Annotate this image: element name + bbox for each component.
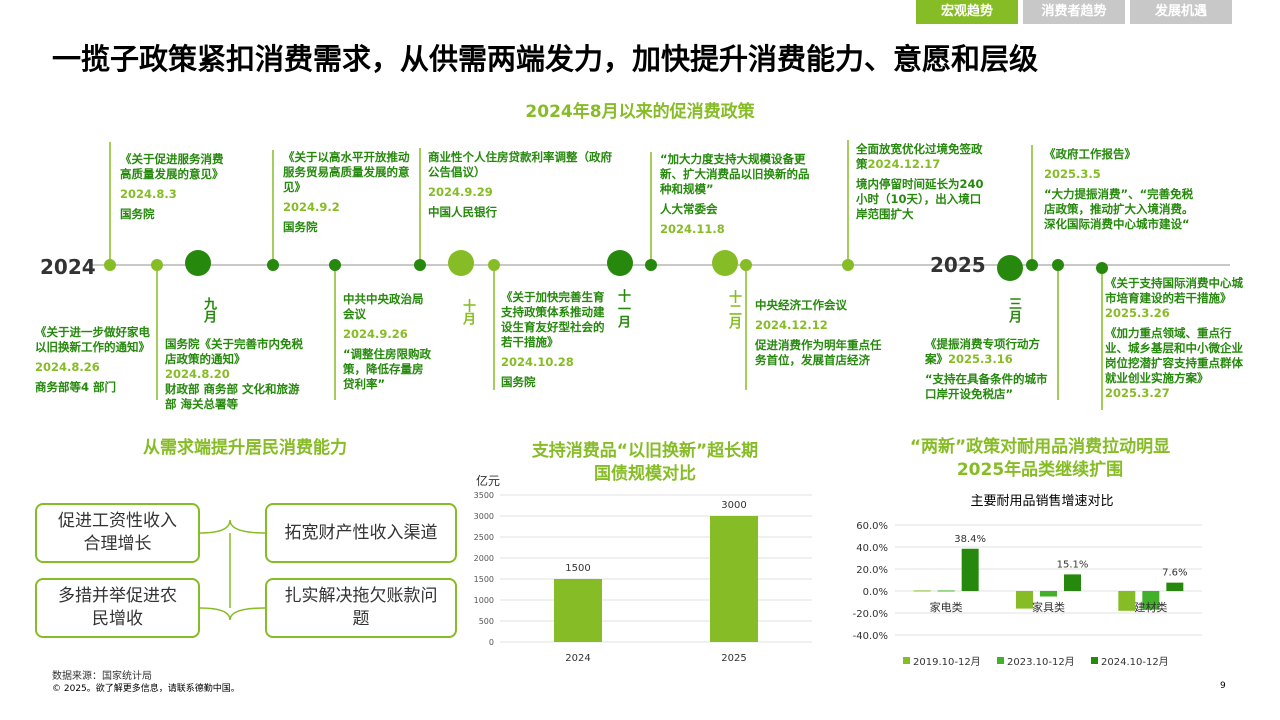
- x-tick-label: 家具类: [1032, 600, 1065, 614]
- x-tick-label: 2024: [565, 653, 590, 664]
- x-tick-label: 家电类: [930, 600, 963, 614]
- bar: [1016, 591, 1033, 609]
- chart-title: 主要耐用品销售增速对比: [970, 493, 1113, 509]
- year: 2025: [930, 253, 986, 277]
- copyright: © 2025。欲了解更多信息，请联系德勤中国。: [52, 684, 240, 694]
- event: 中共中央政治局会议 2024.9.26 “调整住房限购政策，降低存量房贷利率”: [343, 292, 432, 391]
- bar: [1166, 582, 1184, 591]
- legend-swatch: [903, 657, 910, 664]
- value-label: 1500: [565, 563, 590, 574]
- y-tick-label: -40.0%: [853, 631, 888, 642]
- month: 九月: [201, 297, 216, 323]
- bar: [961, 548, 979, 591]
- tab[interactable]: 发展机遇: [1130, 0, 1232, 24]
- measure-box: 促进工资性收入合理增长: [35, 503, 200, 563]
- y-tick-label: 60.0%: [856, 521, 888, 532]
- value-label: 7.6%: [1162, 568, 1187, 579]
- bar: [710, 516, 758, 642]
- legend-swatch: [1091, 657, 1098, 664]
- event: 中央经济工作会议 2024.12.12 促进消费作为明年重点任务首位，发展首店经济: [755, 298, 882, 367]
- bar: [1142, 591, 1160, 610]
- event: 国务院《关于完善市内免税店政策的通知》 2024.8.20 财政部 商务部 文化和旅…: [165, 337, 303, 411]
- event: 《关于加快完善生育支持政策体系推动建设生育友好型社会的若干措施》 2024.10.…: [501, 290, 605, 389]
- legend-swatch: [997, 657, 1004, 664]
- timeline-dots: [104, 250, 1108, 281]
- event: 《提振消费专项行动方案》2025.3.16 “支持在具备条件的城市口岸开设免税店”: [925, 337, 1048, 401]
- legend-label: 2024.10-12月: [1101, 656, 1169, 668]
- event: 商业性个人住房贷款利率调整（政府公告倡议） 2024.9.29 中国人民银行: [428, 150, 612, 219]
- y-tick-label: 2500: [474, 533, 494, 542]
- event: 《关于支持国际消费中心城市培育建设的若干措施》2025.3.26 《加力重点领域、…: [1105, 276, 1243, 400]
- bar: [1064, 574, 1081, 591]
- y-axis-label: 亿元: [476, 473, 500, 488]
- bar: [1118, 591, 1136, 611]
- value-label: 38.4%: [954, 534, 986, 545]
- x-tick-label: 2025: [721, 653, 746, 664]
- y-tick-label: 40.0%: [856, 543, 888, 554]
- bar: [554, 579, 602, 642]
- year: 2024: [40, 255, 96, 279]
- month: 三月: [1006, 297, 1021, 323]
- section-title: 2024年8月以来的促消费政策: [525, 102, 755, 122]
- measure-box: 扎实解决拖欠账款问题: [265, 578, 457, 638]
- y-tick-label: 1500: [474, 575, 494, 584]
- section-title: “两新”政策对耐用品消费拉动明显 2025年品类继续扩围: [909, 437, 1171, 480]
- month: 十一月: [615, 289, 630, 328]
- y-tick-label: -20.0%: [853, 609, 888, 620]
- event: 全面放宽优化过境免签政策2024.12.17 境内停留时间延长为240小时（10天…: [856, 142, 984, 221]
- chart-title: 支持消费品“以旧换新”超长期 国债规模对比: [531, 441, 759, 484]
- month: 十二月: [726, 290, 741, 329]
- y-tick-label: 0: [489, 638, 494, 647]
- y-tick-label: 500: [479, 617, 494, 626]
- y-tick-label: 20.0%: [856, 565, 888, 576]
- event: 《关于以高水平开放推动服务贸易高质量发展的意见》 2024.9.2 国务院: [283, 150, 410, 234]
- bar: [1040, 591, 1057, 597]
- event: 《政府工作报告》 2025.3.5 “大力提振消费”、“完善免税店政策，推动扩大入境…: [1044, 147, 1194, 231]
- legend-label: 2023.10-12月: [1007, 656, 1075, 668]
- measure-box: 多措并举促进农民增收: [35, 578, 200, 638]
- tab[interactable]: 消费者趋势: [1023, 0, 1125, 24]
- bar: [937, 590, 955, 592]
- y-tick-label: 3000: [474, 512, 494, 521]
- box-connectors: [199, 519, 266, 621]
- y-tick-label: 1000: [474, 596, 494, 605]
- slide-title: 一揽子政策紧扣消费需求，从供需两端发力，加快提升消费能力、意愿和层级: [52, 42, 1039, 76]
- event: “加大力度支持大规模设备更新、扩大消费品以旧换新的品种和规模” 人大常委会 2024…: [660, 152, 810, 236]
- y-tick-label: 0.0%: [863, 587, 888, 598]
- measure-box: 拓宽财产性收入渠道: [265, 503, 457, 563]
- legend-label: 2019.10-12月: [913, 656, 981, 668]
- connectors: [109, 140, 1103, 410]
- y-tick-label: 2000: [474, 554, 494, 563]
- page-number: 9: [1220, 681, 1226, 691]
- bar: [913, 590, 931, 592]
- event: 《关于促进服务消费高质量发展的意见》 2024.8.3 国务院: [120, 152, 224, 221]
- value-label: 3000: [721, 500, 746, 511]
- event: 《关于进一步做好家电以旧换新工作的通知》 2024.8.26 商务部等4 部门: [35, 325, 150, 394]
- tab[interactable]: 宏观趋势: [916, 0, 1018, 24]
- month: 十月: [460, 299, 475, 325]
- y-tick-label: 3500: [474, 491, 494, 500]
- value-label: 15.1%: [1057, 559, 1089, 570]
- source: 数据来源：国家统计局: [52, 671, 152, 682]
- section-title: 从需求端提升居民消费能力: [143, 438, 347, 458]
- x-tick-label: 建材类: [1134, 600, 1167, 614]
